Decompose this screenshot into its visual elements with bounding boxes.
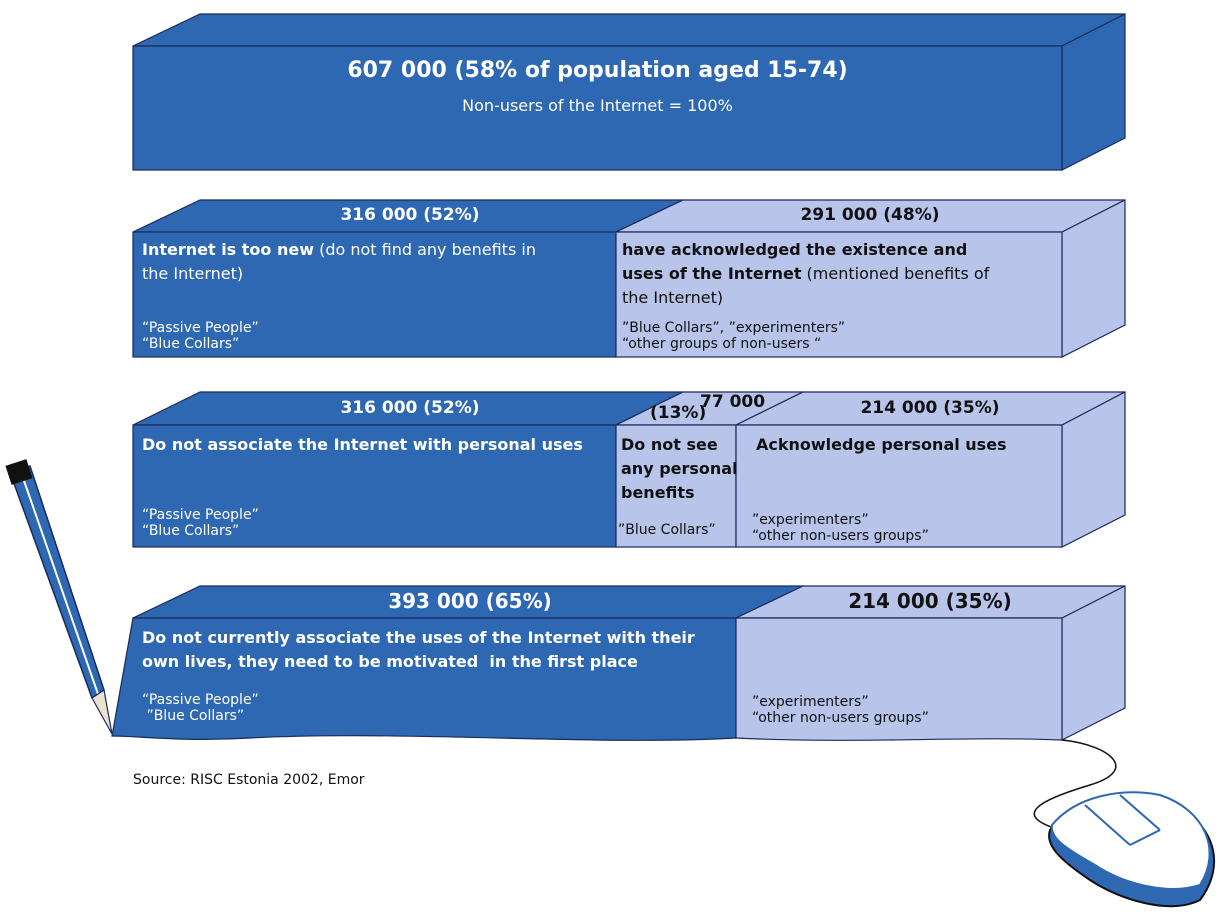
group-label: ”experimenters” [752, 694, 869, 710]
segment-header: 291 000 (48%) [800, 205, 940, 225]
segment-header: 77 000 [700, 392, 766, 412]
segment-note: (do not find any benefits in the Interne… [142, 240, 542, 283]
group-label: ”experimenters” [752, 512, 869, 528]
segment-text: Internet is too new (do not find any ben… [142, 238, 562, 286]
segment-title: Do not currently associate the uses of t… [142, 628, 701, 671]
segment-note: (mentioned benefits of the Internet) [622, 264, 995, 307]
group-list: “Passive People” “Blue Collars” [142, 507, 259, 539]
box-front [615, 231, 1063, 358]
group-label: “Blue Collars” [142, 336, 240, 352]
group-list: “Passive People” ”Blue Collars” [142, 692, 259, 724]
segment-title: Internet is too new [142, 240, 314, 259]
group-label: “Passive People” [142, 507, 259, 523]
group-label: “Blue Collars” [142, 523, 240, 539]
segment-header: 214 000 (35%) [860, 398, 1000, 418]
segment-share: (13%) [650, 403, 707, 423]
box-front [132, 45, 1063, 171]
group-list: ”experimenters” “other non-users groups” [752, 512, 929, 544]
group-label: “Passive People” [142, 692, 259, 708]
box-top [132, 13, 1126, 47]
segment-header: 316 000 (52%) [340, 205, 480, 225]
group-label: “other non-users groups” [752, 528, 929, 544]
box-front [615, 424, 737, 548]
main-title: 607 000 (58% of population aged 15-74) [347, 58, 848, 83]
group-label: ”Blue Collars”, ”experimenters” [622, 320, 846, 336]
box-front [132, 424, 617, 548]
segment-title: Acknowledge personal uses [756, 435, 1007, 454]
segment-header: 214 000 (35%) [848, 589, 1012, 613]
main-subtitle: Non-users of the Internet = 100% [462, 96, 733, 115]
segment-title: have acknowledged the existence and uses… [622, 240, 973, 283]
group-label: ”Blue Collars” [618, 522, 716, 538]
group-list: ”Blue Collars” [618, 522, 716, 538]
box-front [735, 424, 1063, 548]
group-list: ”experimenters” “other non-users groups” [752, 694, 929, 726]
segment-text: have acknowledged the existence and uses… [622, 238, 1012, 310]
box-front [735, 617, 1063, 741]
group-list: ”Blue Collars”, ”experimenters” “other gr… [622, 320, 845, 352]
group-label: ”Blue Collars” [142, 708, 245, 724]
group-label: “other groups of non-users “ [622, 336, 822, 352]
segment-header: 316 000 (52%) [340, 398, 480, 418]
box-front [111, 617, 737, 741]
group-label: “Passive People” [142, 320, 259, 336]
pencil-icon [5, 459, 113, 735]
group-list: “Passive People” “Blue Collars” [142, 320, 259, 352]
segment-title: Do not associate the Internet with perso… [142, 435, 583, 454]
segment-header: 393 000 (65%) [388, 589, 552, 613]
segment-title: Do not see any personal benefits [621, 435, 738, 502]
box-front [132, 231, 617, 358]
group-label: “other non-users groups” [752, 710, 929, 726]
mouse-icon [1033, 739, 1216, 908]
source-note: Source: RISC Estonia 2002, Emor [133, 772, 365, 788]
